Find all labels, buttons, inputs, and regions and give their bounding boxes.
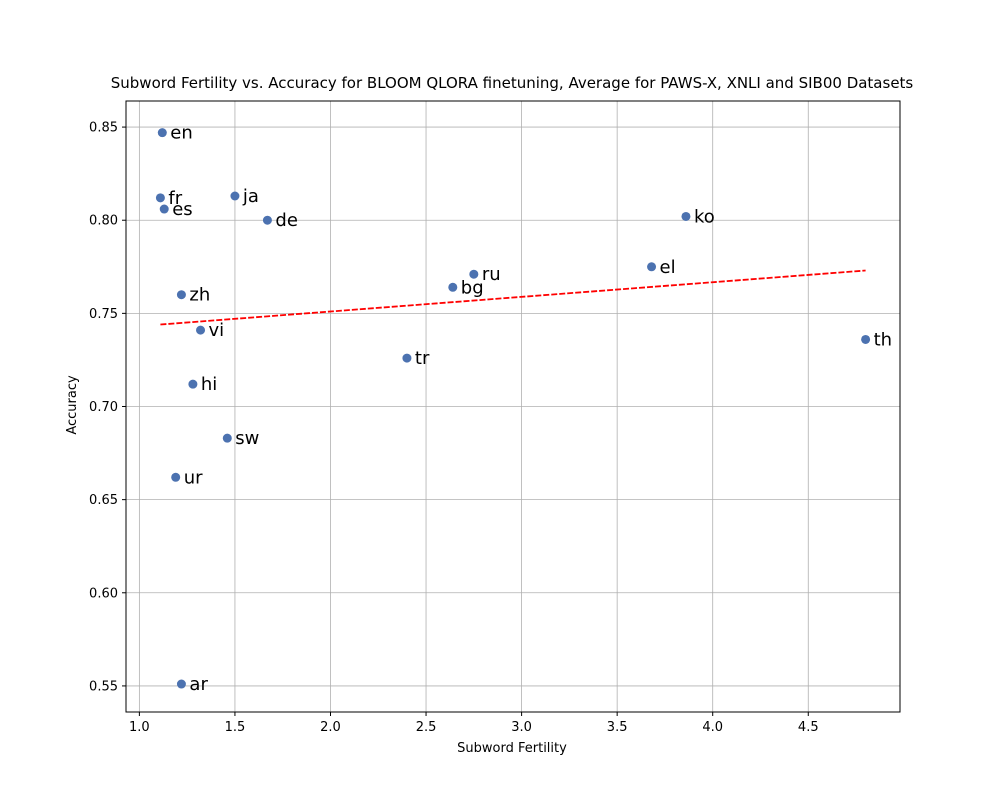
point-label-es: es [172, 199, 192, 220]
point-label-bg: bg [461, 277, 484, 298]
y-tick-label: 0.65 [89, 493, 118, 508]
point-label-th: th [874, 329, 892, 350]
data-point-vi [196, 325, 206, 335]
y-tick-label: 0.60 [89, 586, 118, 601]
data-point-zh [176, 290, 186, 300]
x-axis-ticks: 1.0 1.5 2.0 2.5 3.0 3.5 4.0 4.5 [129, 712, 819, 735]
x-tick-label: 2.5 [416, 720, 437, 735]
x-tick-label: 1.5 [225, 720, 246, 735]
trend-line [160, 269, 866, 326]
data-point-fr [155, 193, 165, 203]
data-point-sw [222, 433, 232, 443]
point-label-tr: tr [415, 348, 430, 369]
x-axis-label: Subword Fertility [457, 741, 567, 756]
data-point-el [647, 262, 657, 272]
data-point-bg [448, 282, 458, 292]
point-label-sw: sw [235, 428, 259, 449]
data-point-ko [681, 211, 691, 221]
x-tick-label: 3.5 [607, 720, 628, 735]
y-tick-label: 0.75 [89, 307, 118, 322]
data-point-tr [402, 353, 412, 363]
point-label-el: el [660, 257, 676, 278]
data-point-en [157, 128, 167, 138]
x-tick-label: 4.5 [798, 720, 819, 735]
point-label-hi: hi [201, 374, 217, 395]
point-label-en: en [170, 123, 192, 144]
y-tick-label: 0.70 [89, 400, 118, 415]
grid-lines [126, 101, 900, 712]
y-tick-label: 0.85 [89, 121, 118, 136]
point-label-vi: vi [209, 320, 225, 341]
data-point-ar [176, 679, 186, 689]
point-label-ja: ja [242, 186, 259, 207]
chart-title: Subword Fertility vs. Accuracy for BLOOM… [111, 74, 914, 92]
x-tick-label: 3.0 [511, 720, 532, 735]
point-label-ko: ko [694, 206, 715, 227]
x-tick-label: 4.0 [702, 720, 723, 735]
x-tick-label: 1.0 [129, 720, 150, 735]
data-point-hi [188, 379, 198, 389]
point-label-ru: ru [482, 264, 501, 285]
data-point-ru [469, 269, 479, 279]
y-tick-label: 0.80 [89, 214, 118, 229]
data-point-de [262, 215, 272, 225]
data-point-ja [230, 191, 240, 201]
point-label-de: de [275, 210, 298, 231]
y-axis-ticks: 0.55 0.60 0.65 0.70 0.75 0.80 0.85 [89, 121, 126, 694]
point-label-zh: zh [189, 285, 210, 306]
trend-line-group [160, 269, 866, 326]
y-axis-label: Accuracy [65, 375, 80, 435]
point-label-ur: ur [184, 467, 203, 488]
x-tick-label: 2.0 [320, 720, 341, 735]
data-point-th [861, 334, 871, 344]
data-point-ur [171, 472, 181, 482]
point-label-fr: fr [168, 188, 182, 209]
point-label-ar: ar [189, 674, 208, 695]
data-point-es [159, 204, 169, 214]
y-tick-label: 0.55 [89, 679, 118, 694]
